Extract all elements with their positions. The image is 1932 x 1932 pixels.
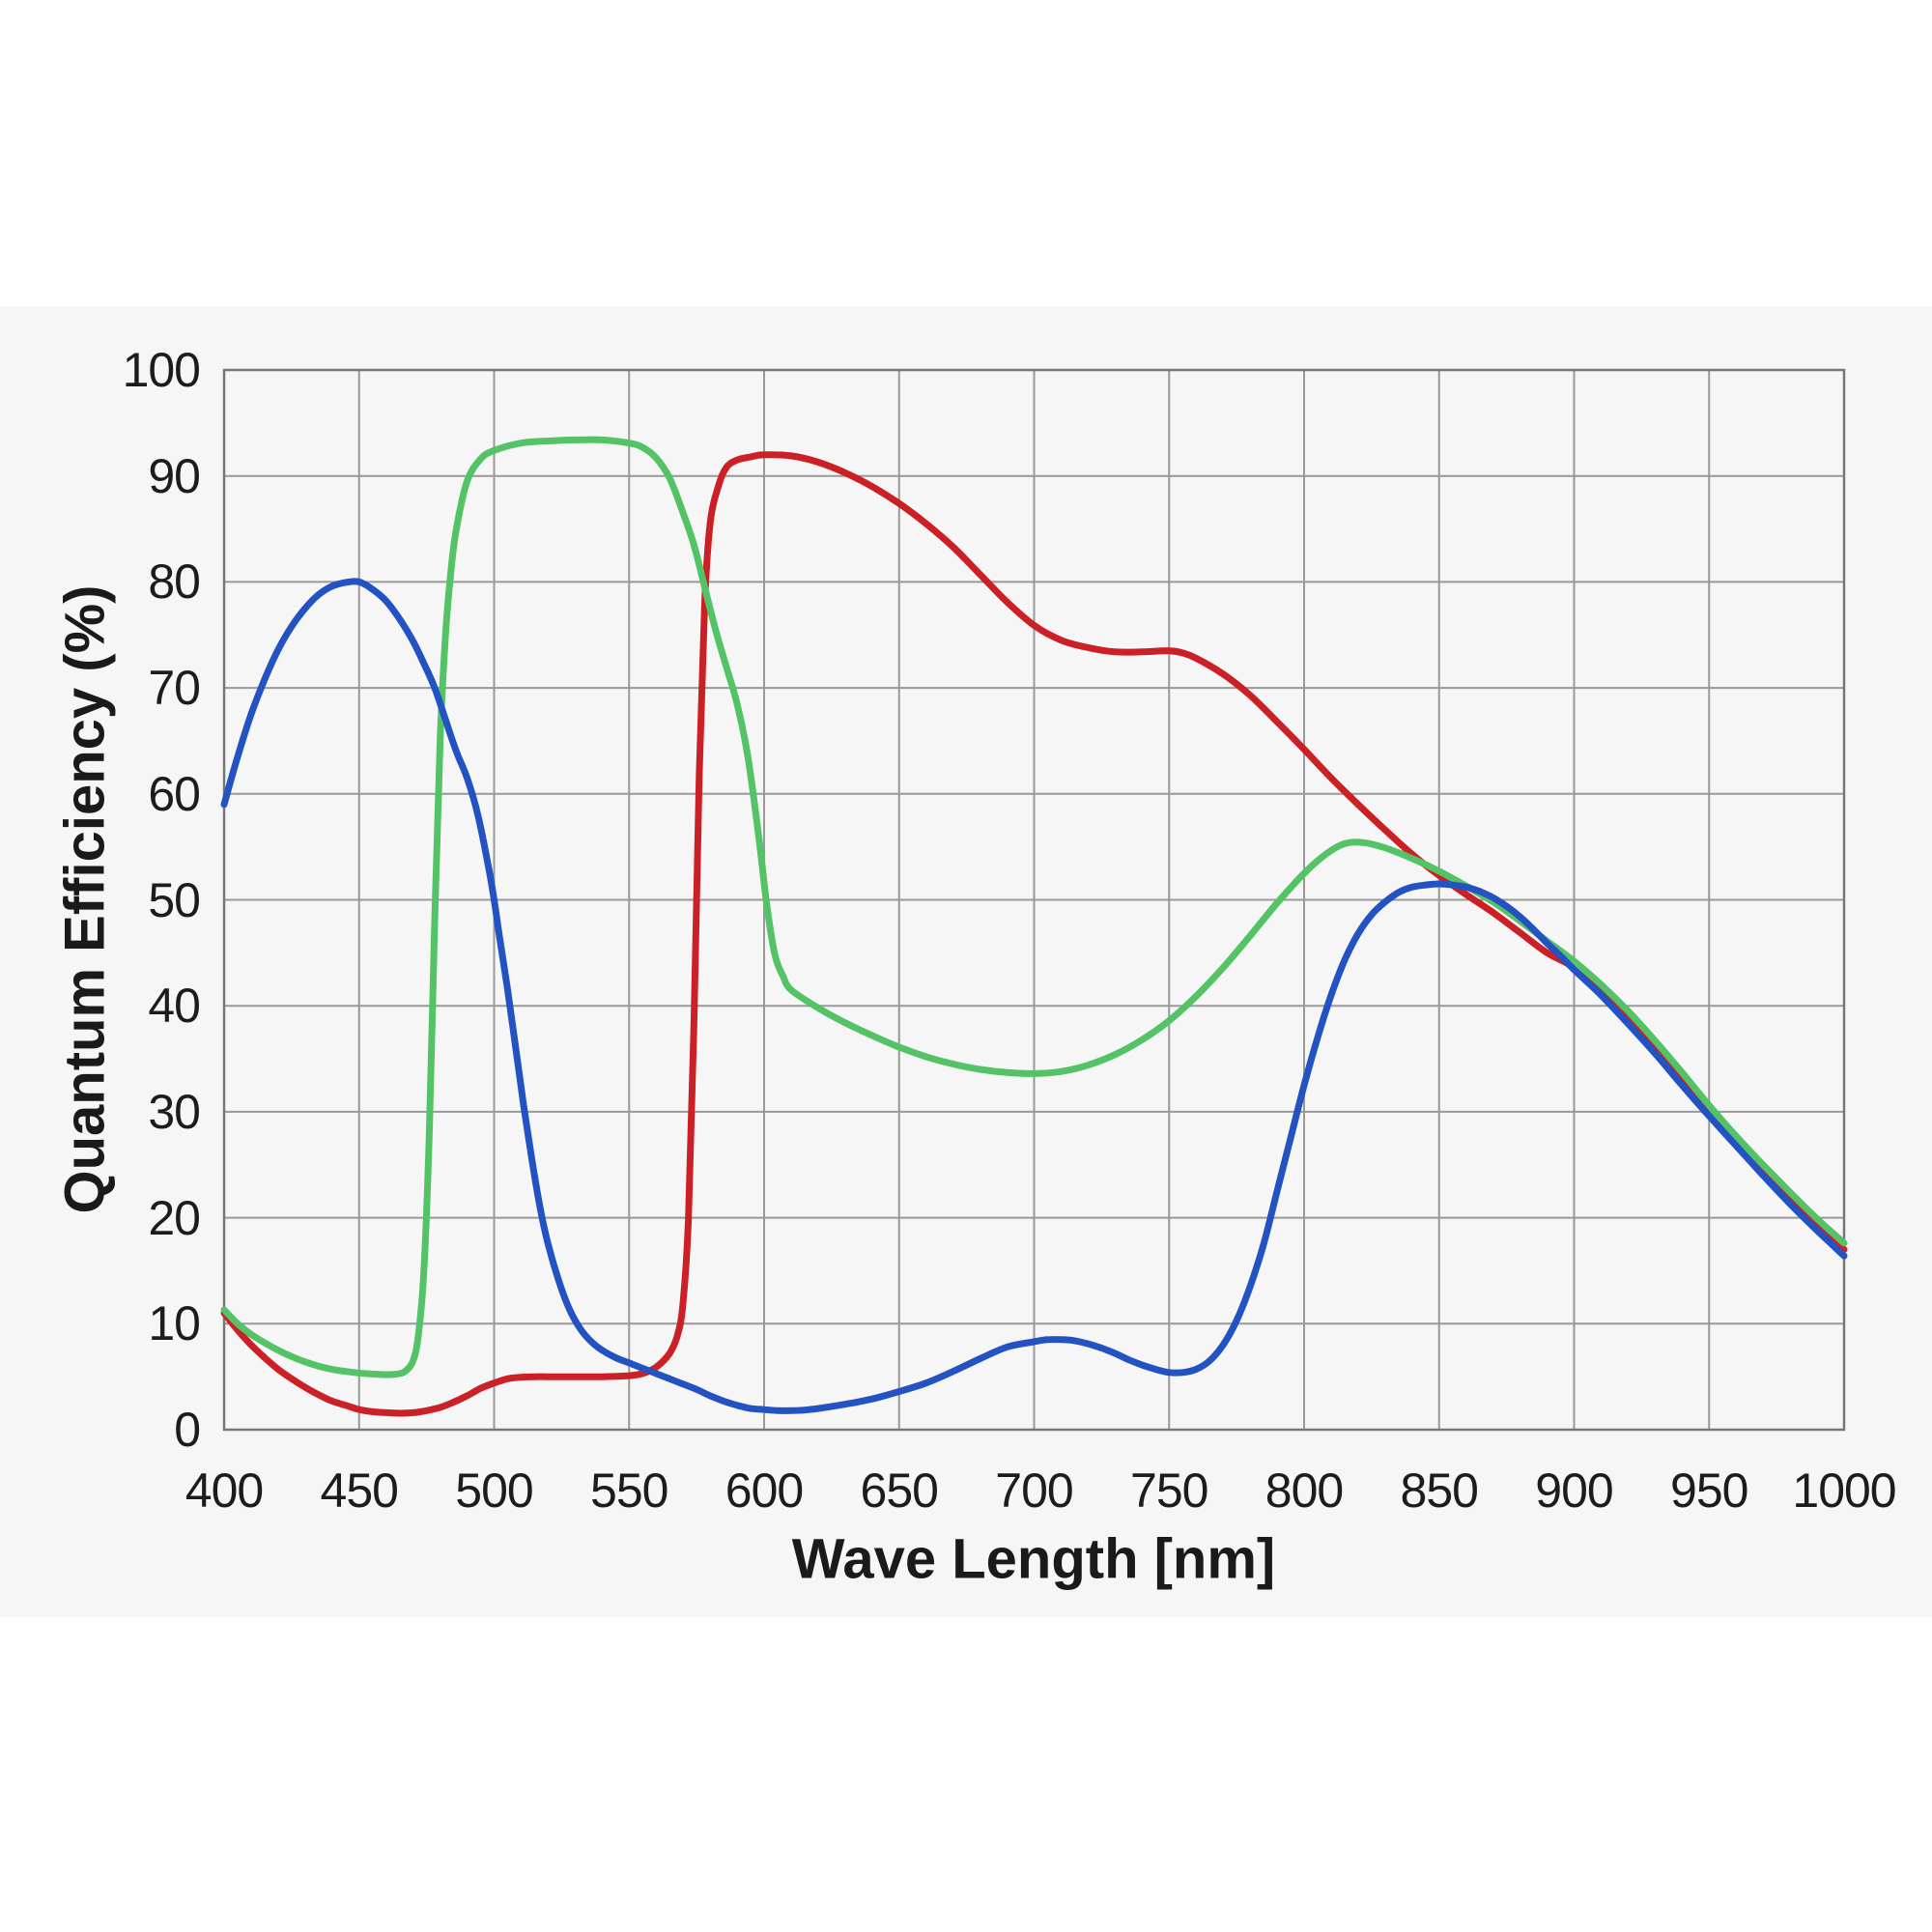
y-tick-label: 40 <box>148 979 201 1034</box>
y-tick-label: 70 <box>148 661 201 716</box>
x-tick-label: 700 <box>995 1463 1073 1518</box>
x-tick-label: 400 <box>185 1463 264 1518</box>
y-tick-label: 20 <box>148 1190 201 1245</box>
x-tick-label: 800 <box>1264 1463 1344 1518</box>
plot-border <box>222 368 1846 1432</box>
x-tick-label: 900 <box>1535 1463 1613 1518</box>
green-channel-curve <box>220 436 1848 1378</box>
x-tick-label: 1000 <box>1792 1463 1896 1518</box>
x-tick-label: 600 <box>724 1463 804 1518</box>
x-tick-label: 950 <box>1670 1463 1748 1518</box>
y-tick-label: 90 <box>148 448 201 503</box>
blue-channel-curve <box>220 578 1848 1414</box>
y-tick-label: 30 <box>148 1084 201 1139</box>
x-tick-label: 650 <box>860 1463 939 1518</box>
y-tick-label: 100 <box>122 343 201 397</box>
x-tick-label: 500 <box>455 1463 533 1518</box>
y-tick-label: 0 <box>174 1403 201 1457</box>
y-axis-title: Quantum Efficiency (%) <box>53 584 117 1214</box>
x-axis-title: Wave Length [nm] <box>791 1527 1276 1591</box>
y-tick-label: 60 <box>148 766 201 821</box>
x-tick-label: 550 <box>590 1463 668 1518</box>
x-tick-label: 750 <box>1130 1463 1208 1518</box>
y-tick-label: 10 <box>148 1296 201 1351</box>
y-tick-label: 80 <box>148 554 201 610</box>
red-channel-curve <box>220 451 1848 1417</box>
x-tick-label: 850 <box>1400 1463 1479 1518</box>
y-tick-label: 50 <box>148 872 201 927</box>
x-tick-label: 450 <box>320 1463 399 1518</box>
